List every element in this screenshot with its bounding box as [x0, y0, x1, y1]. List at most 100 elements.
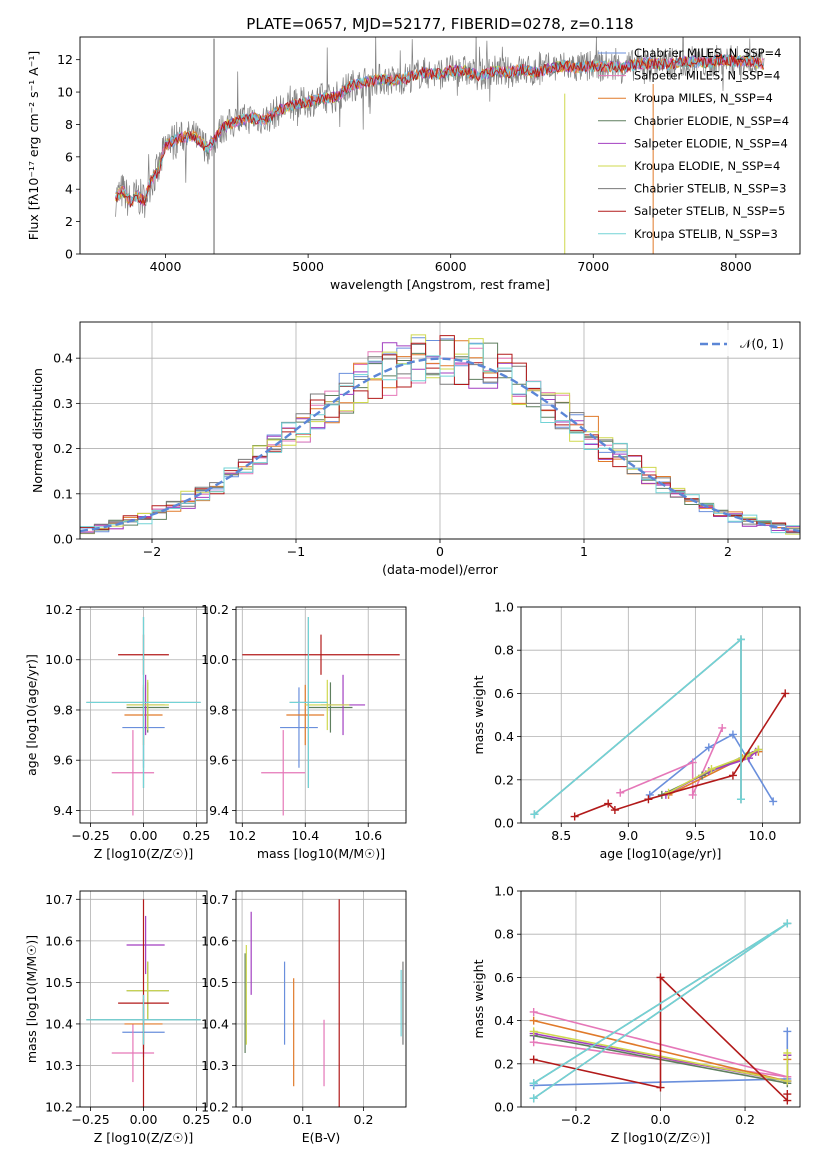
- y-tick-label: 0.3: [53, 396, 73, 411]
- y-tick-label: 9.6: [53, 753, 73, 768]
- x-tick-label: 0.25: [182, 828, 210, 843]
- axes-border: [235, 606, 407, 824]
- legend-entry: Kroupa MILES, N_SSP=4: [634, 91, 773, 105]
- weight-line-salpeter-miles: [619, 727, 723, 796]
- plot-area: [242, 617, 400, 816]
- weight-marker: [656, 973, 665, 982]
- axes-border: [235, 890, 407, 1108]
- x-tick-label: −0.2: [561, 1112, 591, 1127]
- weight-marker: [688, 758, 697, 767]
- axes-frame: 0.0 0.1 0.2 10.2 10.3 10.4 10.5 10.6 10.7 E(B-V): [201, 890, 407, 1145]
- y-tick-label: 10.2: [201, 1100, 229, 1115]
- x-tick-label: 1: [580, 544, 588, 559]
- legend-entry: Chabrier MILES, N_SSP=4: [634, 46, 781, 60]
- x-axis-label: Z [log10(Z/Z☉)]: [94, 1130, 194, 1145]
- plot-area: [80, 334, 800, 536]
- weight-marker: [529, 1016, 538, 1025]
- y-tick-label: 12: [57, 52, 73, 67]
- y-tick-label: 10: [57, 85, 73, 100]
- weight-marker: [604, 799, 613, 808]
- weight-marker: [610, 806, 619, 815]
- y-tick-label: 1.0: [494, 600, 514, 615]
- weight-marker: [644, 795, 653, 804]
- metallicity-vs-mass-weight-panel: −0.2 0.0 0.2 0.0 0.2 0.4 0.6 0.8 1.0 Z [log10(Z/Z…: [471, 884, 801, 1145]
- x-tick-label: 10.0: [749, 828, 777, 843]
- x-tick-label: 2: [724, 544, 732, 559]
- x-tick-label: 10.4: [291, 828, 319, 843]
- y-tick-label: 0.4: [53, 351, 73, 366]
- histogram-legend: 𝒩(0, 1): [690, 330, 794, 356]
- x-axis-label: E(B-V): [302, 1130, 341, 1145]
- weight-marker: [783, 1090, 792, 1099]
- axes-frame: −0.25 0.00 0.25 10.2 10.3 10.4 10.5 10.6 10.7 Z […: [24, 890, 210, 1145]
- x-axis-label: Z [log10(Z/Z☉)]: [94, 846, 194, 861]
- x-tick-label: 0.00: [130, 828, 158, 843]
- y-axis-label: mass weight: [471, 675, 486, 754]
- weight-marker: [783, 1077, 792, 1086]
- weight-marker: [736, 795, 745, 804]
- axes-frame: −0.2 0.0 0.2 0.0 0.2 0.4 0.6 0.8 1.0 Z [log10(Z/Z…: [471, 884, 801, 1145]
- y-tick-label: 0.0: [494, 816, 514, 831]
- y-tick-label: 10.7: [201, 892, 229, 907]
- y-tick-label: 10.2: [201, 602, 229, 617]
- y-tick-label: 9.4: [209, 803, 229, 818]
- legend-entry: Salpeter ELODIE, N_SSP=4: [634, 136, 788, 150]
- x-axis-label: wavelength [Angstrom, rest frame]: [330, 277, 550, 292]
- weight-marker: [781, 689, 790, 698]
- legend-entry: Kroupa STELIB, N_SSP=3: [634, 227, 778, 241]
- weight-marker: [783, 1027, 792, 1036]
- x-tick-label: 8000: [720, 259, 752, 274]
- x-tick-label: 7000: [577, 259, 609, 274]
- x-tick-label: 0.0: [651, 1112, 671, 1127]
- x-tick-label: 0.25: [182, 1112, 210, 1127]
- axes-border: [79, 890, 208, 1108]
- weight-marker: [645, 790, 654, 799]
- x-tick-label: 9.0: [618, 828, 638, 843]
- x-axis-label: age [log10(age/yr)]: [600, 846, 722, 861]
- model-spectrum-salpeter-stelib: [115, 54, 764, 208]
- y-tick-label: 0.0: [494, 1100, 514, 1115]
- x-tick-label: −2: [143, 544, 161, 559]
- y-tick-label: 10.3: [201, 1058, 229, 1073]
- axes-frame: −0.25 0.00 0.25 9.4 9.6 9.8 10.0 10.2 Z [log10(Z…: [24, 602, 210, 861]
- legend-entry: Chabrier STELIB, N_SSP=3: [634, 182, 786, 196]
- weight-marker: [783, 919, 792, 928]
- plot-area: [244, 899, 404, 1107]
- x-tick-label: 0.2: [735, 1112, 755, 1127]
- y-tick-label: 10.6: [201, 933, 229, 948]
- x-tick-label: −1: [287, 544, 305, 559]
- y-axis-label: mass weight: [471, 959, 486, 1038]
- plot-area: [529, 919, 792, 1105]
- reddening-vs-mass-panel: 0.0 0.1 0.2 10.2 10.3 10.4 10.5 10.6 10.7 E(B-V): [201, 890, 407, 1145]
- x-tick-label: 10.6: [354, 828, 382, 843]
- weight-marker: [769, 797, 778, 806]
- legend-entry: 𝒩(0, 1): [740, 337, 784, 351]
- y-axis-label: mass [log10(M/M☉)]: [24, 935, 39, 1063]
- y-tick-label: 10.5: [45, 975, 73, 990]
- x-tick-label: 0.00: [130, 1112, 158, 1127]
- weight-line-kroupa-stelib: [533, 637, 742, 816]
- weight-marker: [529, 1007, 538, 1016]
- legend-entry: Salpeter STELIB, N_SSP=5: [634, 204, 785, 218]
- weight-marker: [704, 743, 713, 752]
- figure-title: PLATE=0657, MJD=52177, FIBERID=0278, z=0…: [246, 15, 633, 33]
- age-vs-mass-weight-panel: 8.5 9.0 9.5 10.0 0.0 0.2 0.4 0.6 0.8 1.0 age [log1…: [471, 600, 801, 861]
- y-tick-label: 10.4: [45, 1016, 73, 1031]
- x-tick-label: −0.25: [71, 828, 109, 843]
- weight-marker: [736, 635, 745, 644]
- weight-marker: [688, 790, 697, 799]
- metallicity-vs-mass-panel: −0.25 0.00 0.25 10.2 10.3 10.4 10.5 10.6 10.7 Z […: [24, 890, 210, 1145]
- y-tick-label: 8: [65, 117, 73, 132]
- y-tick-label: 10.2: [45, 1100, 73, 1115]
- axes-border: [520, 890, 801, 1108]
- x-tick-label: 0.1: [293, 1112, 313, 1127]
- y-tick-label: 9.4: [53, 803, 73, 818]
- spectrum-panel: 4000 5000 6000 7000 8000 0 2 4 6 8 10 12 wavelength …: [26, 36, 801, 292]
- axes-border: [79, 321, 801, 540]
- y-tick-label: 10.2: [45, 602, 73, 617]
- weight-line-chabrier-miles: [649, 733, 774, 802]
- x-tick-label: 6000: [435, 259, 467, 274]
- weight-marker: [570, 812, 579, 821]
- y-tick-label: 10.6: [45, 933, 73, 948]
